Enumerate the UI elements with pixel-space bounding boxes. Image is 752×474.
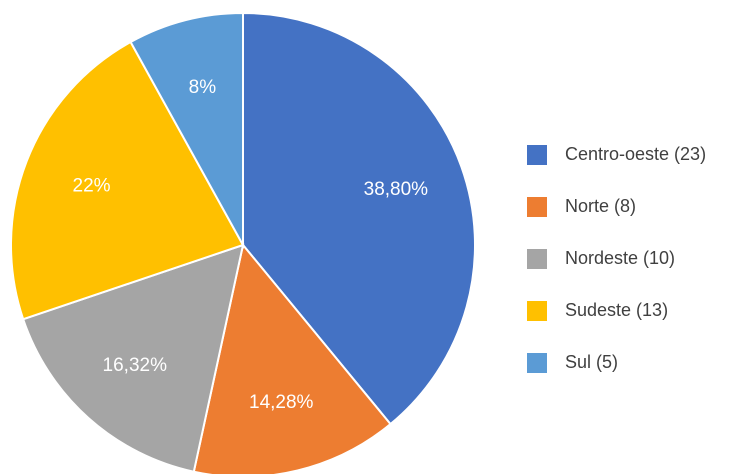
slice-label: 16,32% [103,355,168,376]
legend-swatch [527,145,547,165]
legend-label: Nordeste (10) [565,248,675,268]
legend-label: Sul (5) [565,352,618,372]
pie-slice [129,11,244,249]
pie-slice [192,242,392,474]
slice-label: 38,80% [364,179,429,200]
pie-slice [10,40,245,321]
slice-label: 22% [73,175,111,196]
legend-label: Sudeste (13) [565,300,668,320]
legend-swatch [527,353,547,373]
slice-label: 14,28% [249,392,314,413]
legend-label: Centro-oeste (23) [565,144,706,164]
pie-slice [242,11,476,426]
legend-swatch [527,197,547,217]
slice-label: 8% [189,77,217,98]
legend-swatch [527,301,547,321]
legend-swatch [527,249,547,269]
legend-label: Norte (8) [565,196,636,216]
